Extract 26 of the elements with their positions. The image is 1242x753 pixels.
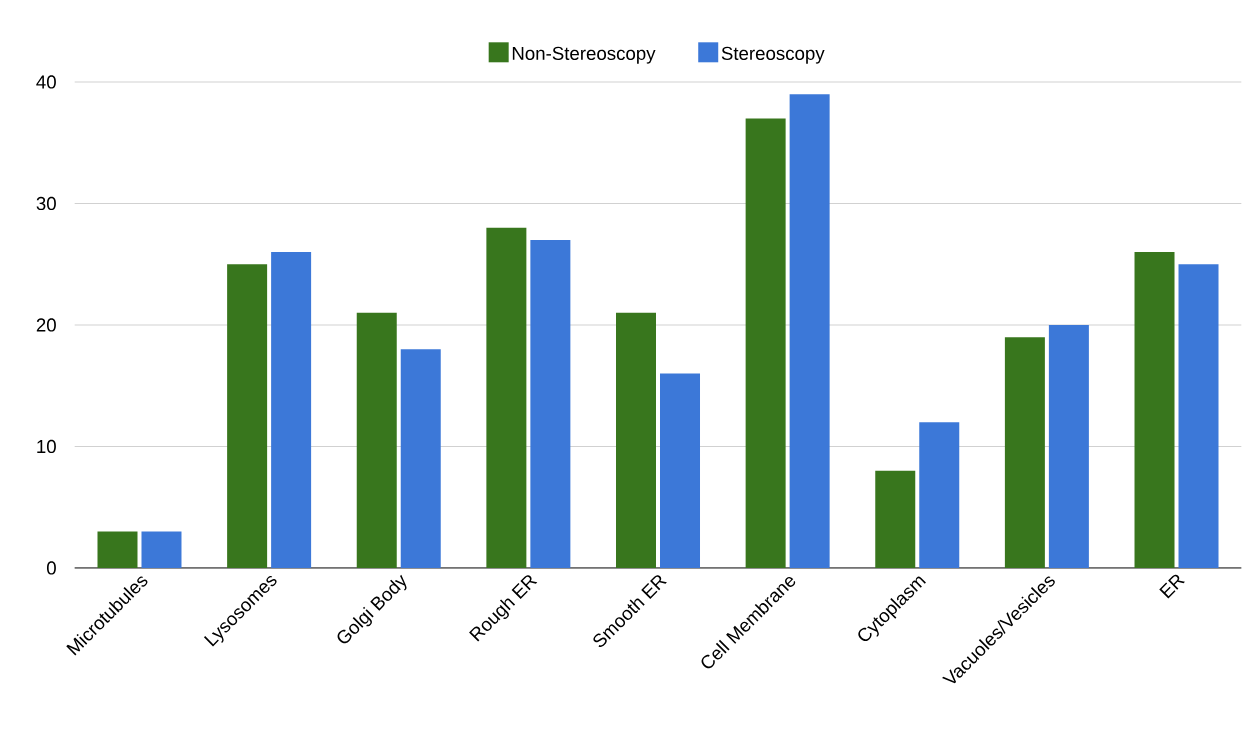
bar (1004, 337, 1045, 568)
bar (919, 422, 960, 568)
bar (1178, 264, 1219, 568)
x-tick-label: ER (1159, 574, 1185, 599)
bar (616, 312, 656, 568)
bar (486, 227, 527, 568)
bar (271, 252, 312, 568)
bar (745, 118, 786, 568)
bar (875, 470, 916, 568)
bar (660, 373, 700, 568)
y-tick-label: 30 (36, 196, 56, 211)
bar (530, 239, 571, 568)
bar (1134, 252, 1175, 568)
legend-label: Stereoscopy (721, 46, 825, 64)
bar (400, 349, 441, 568)
bar (141, 531, 182, 568)
bar (1048, 324, 1089, 568)
bar (356, 312, 397, 568)
bar (97, 531, 138, 568)
bar (789, 94, 830, 568)
y-tick-label: 10 (37, 439, 56, 454)
bar (227, 264, 268, 568)
legend-label: Non-Stereoscopy (512, 46, 656, 64)
y-tick-label: 40 (36, 75, 56, 89)
y-tick-label: 0 (46, 561, 56, 575)
y-tick-label: 20 (36, 318, 56, 332)
